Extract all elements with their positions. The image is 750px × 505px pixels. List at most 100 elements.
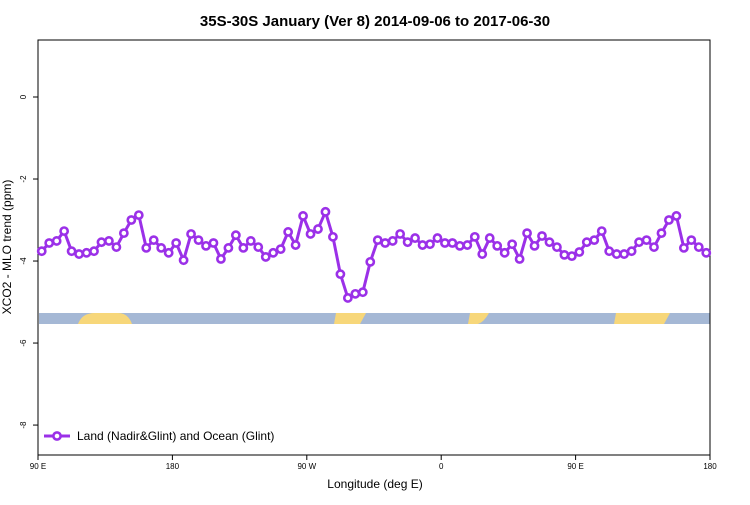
data-point bbox=[163, 247, 174, 258]
data-point bbox=[59, 226, 70, 236]
data-point bbox=[581, 237, 592, 248]
y-axis-label: XCO2 - MLO trend (ppm) bbox=[0, 180, 14, 315]
x-axis-label: Longitude (deg E) bbox=[327, 477, 422, 491]
data-point bbox=[148, 235, 159, 246]
data-point bbox=[432, 233, 443, 243]
data-point bbox=[193, 235, 204, 246]
data-point bbox=[365, 256, 376, 267]
data-point bbox=[260, 252, 271, 262]
data-point bbox=[522, 228, 532, 239]
data-point bbox=[104, 236, 114, 246]
data-point bbox=[440, 238, 450, 248]
data-point bbox=[701, 247, 712, 258]
data-point bbox=[268, 247, 279, 258]
data-point bbox=[253, 242, 264, 252]
data-point bbox=[492, 240, 503, 251]
data-point bbox=[626, 246, 637, 257]
y-tick-label: -4 bbox=[19, 257, 28, 265]
data-point bbox=[537, 231, 547, 241]
x-tick-label: 90 E bbox=[30, 462, 46, 471]
data-point bbox=[201, 240, 211, 251]
data-point bbox=[544, 237, 555, 248]
data-point bbox=[671, 211, 682, 221]
data-point bbox=[425, 239, 435, 250]
data-point bbox=[664, 215, 674, 225]
data-point bbox=[649, 242, 659, 252]
y-tick-label: -2 bbox=[19, 175, 28, 183]
data-point bbox=[96, 237, 107, 248]
x-tick-label: 90 W bbox=[297, 462, 316, 471]
data-point bbox=[320, 206, 331, 217]
data-point bbox=[298, 211, 308, 221]
data-point bbox=[44, 238, 55, 248]
data-point bbox=[656, 228, 667, 239]
data-point bbox=[126, 215, 137, 225]
data-point bbox=[507, 239, 518, 250]
data-point bbox=[395, 229, 406, 239]
data-point bbox=[118, 228, 129, 239]
data-point bbox=[313, 224, 323, 234]
surface-strip bbox=[39, 313, 710, 324]
data-point bbox=[74, 249, 84, 259]
data-point bbox=[387, 236, 398, 246]
data-point bbox=[171, 238, 182, 248]
data-point bbox=[283, 227, 294, 237]
data-point bbox=[596, 226, 607, 236]
data-point bbox=[634, 237, 644, 248]
data-point bbox=[141, 243, 152, 253]
data-point bbox=[529, 240, 540, 251]
data-point bbox=[245, 236, 256, 246]
data-point bbox=[216, 254, 226, 264]
data-point bbox=[238, 243, 249, 253]
data-point bbox=[693, 242, 704, 252]
data-point bbox=[469, 231, 480, 242]
data-point bbox=[380, 238, 391, 248]
data-point bbox=[335, 269, 346, 280]
y-tick-label: -6 bbox=[19, 339, 28, 347]
data-point bbox=[186, 229, 196, 239]
data-point bbox=[447, 238, 458, 248]
chart-title: 35S-30S January (Ver 8) 2014-09-06 to 20… bbox=[200, 13, 550, 30]
data-point bbox=[686, 235, 697, 246]
data-point bbox=[81, 247, 92, 258]
data-point bbox=[484, 233, 495, 243]
data-point bbox=[156, 243, 167, 253]
data-point bbox=[462, 240, 473, 250]
data-point bbox=[477, 249, 488, 259]
data-point bbox=[566, 251, 577, 262]
data-point bbox=[328, 231, 338, 242]
data-point bbox=[372, 235, 383, 246]
data-point bbox=[178, 255, 189, 266]
data-point bbox=[342, 293, 353, 303]
data-point bbox=[641, 235, 652, 246]
data-point bbox=[678, 243, 689, 253]
y-tick-label: 0 bbox=[19, 94, 28, 99]
data-point bbox=[499, 247, 510, 258]
data-point bbox=[611, 249, 622, 259]
data-point bbox=[402, 237, 413, 248]
y-tick-label: -8 bbox=[19, 421, 28, 429]
data-point bbox=[305, 229, 316, 239]
legend-label: Land (Nadir&Glint) and Ocean (Glint) bbox=[77, 429, 274, 443]
data-point bbox=[111, 242, 122, 252]
data-point bbox=[619, 249, 630, 259]
data-point bbox=[275, 244, 286, 255]
x-tick-label: 90 E bbox=[567, 462, 583, 471]
data-point bbox=[552, 242, 562, 252]
data-point bbox=[51, 236, 62, 246]
data-point bbox=[604, 246, 615, 257]
x-tick-label: 180 bbox=[166, 462, 180, 471]
data-point bbox=[133, 210, 144, 221]
x-tick-label: 180 bbox=[703, 462, 717, 471]
data-point bbox=[574, 247, 585, 257]
data-point bbox=[454, 240, 465, 251]
data-point bbox=[559, 249, 570, 260]
data-point bbox=[589, 235, 600, 246]
data-point bbox=[36, 246, 47, 257]
data-point bbox=[417, 240, 428, 250]
x-tick-label: 0 bbox=[439, 462, 444, 471]
data-point bbox=[208, 238, 219, 248]
legend-marker bbox=[52, 431, 62, 441]
data-point bbox=[230, 230, 241, 241]
